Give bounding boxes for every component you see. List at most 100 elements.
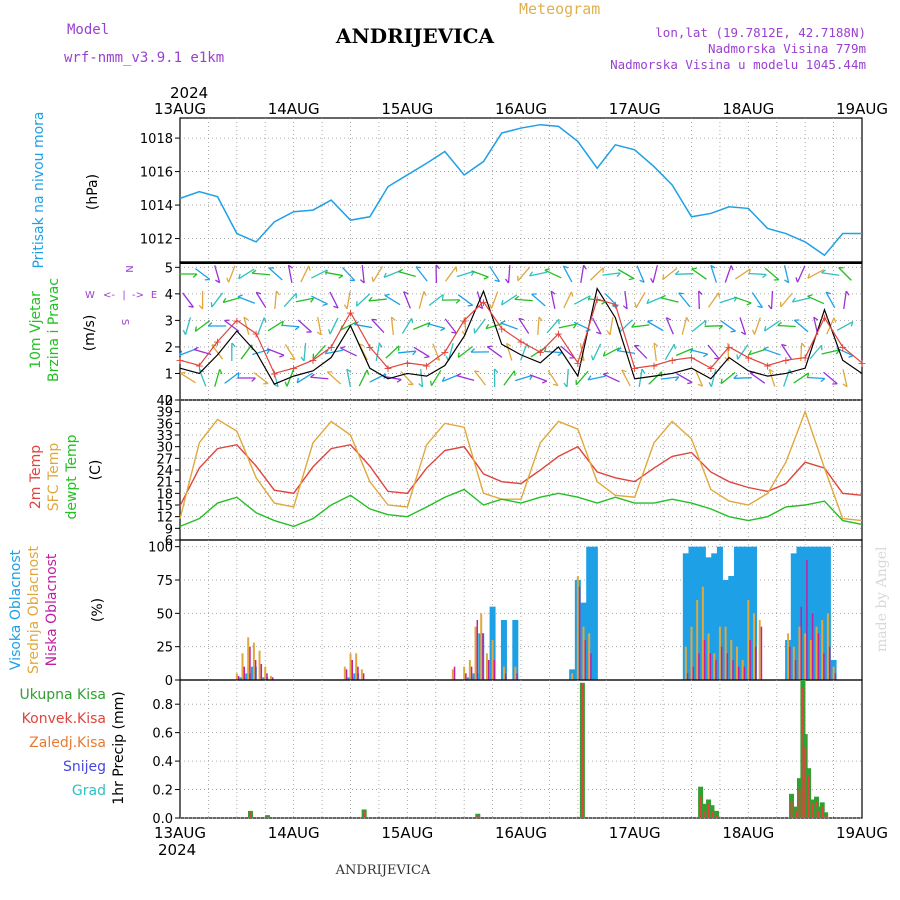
credit-text: made by Angel <box>874 546 890 652</box>
wind-barb <box>602 272 621 276</box>
cloud-low-bar <box>351 660 353 680</box>
wind-barb <box>385 345 400 359</box>
wind-barb <box>431 369 442 387</box>
cloud-low-bar <box>806 560 808 680</box>
wind-gust-marker: + <box>763 360 772 373</box>
wind-barb <box>195 268 211 280</box>
wind-barb <box>253 372 269 384</box>
wind-barb-arrow <box>310 297 315 303</box>
bottom-date-label: 14AUG <box>268 824 320 842</box>
cloud-mid-bar <box>514 666 517 680</box>
cloud-mid-bar <box>235 673 238 680</box>
wind-panel: 0 1 2 3 4 5 + + + + + + + + + + + + + + + + + + + + + + + + + + + + + + + + + +… <box>165 261 867 409</box>
wind-barb-arrow <box>662 274 665 280</box>
wind-barb <box>592 317 602 335</box>
wind-barb-arrow <box>587 295 591 301</box>
cloud-mid-bar <box>730 640 733 680</box>
wind-barb-arrow <box>777 321 782 327</box>
wind-barb-arrow <box>757 305 763 309</box>
wind-barb <box>823 371 838 385</box>
y-tick-label: 15 <box>156 499 173 514</box>
wind-barb-arrow <box>424 355 430 359</box>
wind-barb-arrow <box>697 383 703 387</box>
cloud-low-label: Niska Oblacnost <box>44 553 60 666</box>
wind-barb-arrow <box>622 305 628 310</box>
wind-barb <box>311 269 328 279</box>
wind-barb-arrow <box>718 292 721 298</box>
wind-barb-arrow <box>423 291 427 297</box>
wind-barb <box>403 291 411 309</box>
wind-barb <box>575 370 589 386</box>
wind-barb <box>749 372 766 384</box>
wind-barb-arrow <box>403 291 409 295</box>
wind-barb <box>238 268 255 280</box>
wind-speed-line <box>179 286 863 385</box>
cloud-mid-bar <box>832 666 835 680</box>
wind-gust-marker: + <box>536 346 545 359</box>
wind-barb <box>267 320 284 332</box>
wind-barb <box>753 317 761 335</box>
wind-barb-arrow <box>550 290 556 295</box>
cloud-high-bar <box>705 557 712 680</box>
wind-barb-arrow <box>467 304 473 307</box>
wind-barb-arrow <box>193 346 199 351</box>
wind-barb-arrow <box>563 382 568 388</box>
wind-barb-arrow <box>703 353 709 358</box>
wind-gust-marker: + <box>175 354 184 367</box>
wind-barb <box>420 368 424 388</box>
wind-barb-arrow <box>784 279 789 284</box>
wind-barb-arrow <box>768 368 774 373</box>
clouds-panel: 0 25 50 75 100 <box>148 539 863 689</box>
cloud-high-bar <box>796 546 803 680</box>
wind-barb-arrow <box>192 273 198 278</box>
temp-2m-line <box>179 443 863 507</box>
wind-gust-marker: + <box>422 360 431 373</box>
y-tick-label: 12 <box>156 511 173 526</box>
wind-barb-arrow <box>455 299 461 304</box>
top-date-label: 14AUG <box>268 100 320 118</box>
wind-barb-arrow <box>541 380 548 384</box>
wind-barb <box>312 344 326 360</box>
cloud-low-bar <box>686 673 689 680</box>
cloud-mid-bar <box>724 626 727 680</box>
wind-barb-arrow <box>660 294 666 299</box>
wind-barb <box>733 377 752 379</box>
wind-barb-arrow <box>583 264 587 270</box>
wind-barb <box>214 369 221 387</box>
wind-barb <box>296 372 313 384</box>
precip-conv-bar <box>581 682 584 818</box>
wind-barb <box>372 265 383 283</box>
wind-gust-marker: + <box>383 362 392 375</box>
cloud-high-label: Visoka Oblacnost <box>8 549 24 670</box>
wind-gust-marker: + <box>687 352 696 365</box>
wind-barb-arrow <box>666 317 672 321</box>
wind-barb-arrow <box>279 354 285 358</box>
wind-barb <box>529 271 548 277</box>
cloud-mid-bar <box>264 666 267 680</box>
wind-barb-arrow <box>371 276 374 282</box>
wind-barb-arrow <box>198 304 204 310</box>
wind-barb <box>268 267 283 281</box>
precip-conv-bar <box>824 815 827 818</box>
wind-barb-arrow <box>687 381 693 385</box>
wind-barb-arrow <box>833 317 837 323</box>
wind-barb <box>624 290 628 310</box>
cloud-low-bar <box>800 606 802 680</box>
wind-barb-arrow <box>807 273 811 279</box>
wind-barb <box>646 295 664 305</box>
wind-barb-arrow <box>529 271 534 277</box>
wind-barb-arrow <box>473 328 476 334</box>
y-tick-label: 36 <box>156 417 173 432</box>
wind-gust-marker: + <box>820 312 829 325</box>
wind-barb <box>652 265 659 283</box>
wind-barb-arrow <box>368 296 373 302</box>
wind-barb <box>707 292 720 308</box>
compass-south: S <box>119 319 130 325</box>
wind-barb <box>180 372 196 384</box>
wind-barb <box>375 343 381 361</box>
cloud-low-bar <box>516 673 518 680</box>
wind-barb-arrow <box>813 316 819 321</box>
cloud-mid-label: Srednja Oblacnost <box>26 546 42 674</box>
wind-barb <box>783 265 790 283</box>
wind-gust-marker: + <box>289 362 298 375</box>
